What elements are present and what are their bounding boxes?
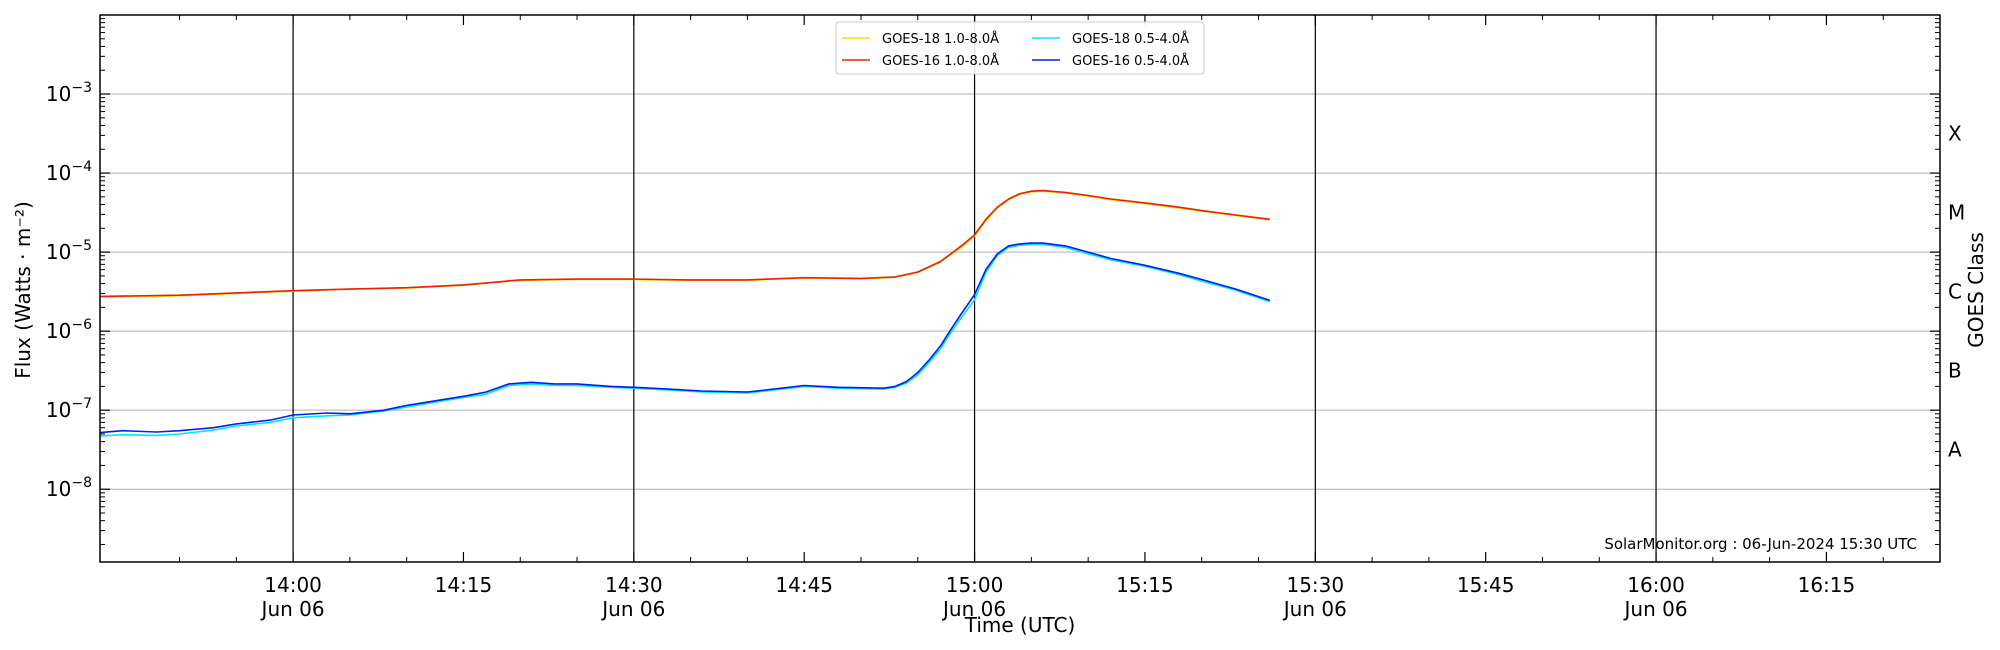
y-tick-exponent: −6: [71, 317, 92, 333]
x-axis-title: Time (UTC): [964, 613, 1076, 637]
goes-class-c: C: [1948, 280, 1962, 304]
y-tick-exponent: −8: [71, 475, 92, 491]
y-tick-label: 10−8: [46, 475, 92, 501]
y-tick-base: 10: [46, 319, 71, 343]
y-tick-base: 10: [46, 161, 71, 185]
goes-class-labels: A B C M X: [1948, 122, 1965, 462]
goes-class-b: B: [1948, 359, 1962, 383]
legend-label: GOES-16 0.5-4.0Å: [1072, 53, 1189, 69]
y-tick-base: 10: [46, 82, 71, 106]
x-tick-date: Jun 06: [600, 597, 665, 621]
x-tick-label: 15:15: [1116, 573, 1174, 597]
legend-label: GOES-18 0.5-4.0Å: [1072, 31, 1189, 47]
y-tick-label: 10−4: [46, 159, 92, 185]
x-tick-label: 16:15: [1798, 573, 1856, 597]
legend: GOES-18 1.0-8.0Å GOES-18 0.5-4.0Å GOES-16 …: [835, 21, 1205, 75]
grid-lines: [100, 93, 1940, 490]
y-tick-exponent: −4: [71, 159, 92, 175]
x-tick-label: 14:00: [264, 573, 322, 597]
x-tick-date: Jun 06: [260, 597, 325, 621]
y-tick-label: 10−6: [46, 317, 92, 343]
x-tick-label: 14:45: [775, 573, 833, 597]
y-axis-title: Flux (Watts · m⁻²): [11, 201, 35, 379]
plot-frame: [99, 14, 1941, 563]
credit-text: SolarMonitor.org : 06-Jun-2024 15:30 UTC: [1604, 535, 1917, 553]
flux-series: [99, 189, 1271, 437]
x-tick-date: Jun 06: [1282, 597, 1347, 621]
y-tick-label: 10−5: [46, 238, 92, 264]
right-axis-title: GOES Class: [1964, 232, 1988, 348]
goes-class-x: X: [1948, 122, 1962, 146]
legend-box: [835, 21, 1205, 75]
series-line-2: [99, 243, 1271, 437]
x-tick-label: 15:00: [946, 573, 1004, 597]
x-tick-label: 14:15: [435, 573, 493, 597]
x-tick-label: 16:00: [1627, 573, 1685, 597]
x-tick-date: Jun 06: [941, 597, 1006, 621]
goes-class-m: M: [1948, 201, 1965, 225]
y-tick-base: 10: [46, 398, 71, 422]
series-line-3: [99, 242, 1271, 434]
series-line-1: [99, 189, 1271, 298]
y-tick-exponent: −3: [71, 80, 92, 96]
x-tick-label: 15:45: [1457, 573, 1515, 597]
goes-class-a: A: [1948, 438, 1962, 462]
legend-label: GOES-16 1.0-8.0Å: [882, 53, 999, 69]
legend-label: GOES-18 1.0-8.0Å: [882, 31, 999, 47]
y-axis-ticks: 10−810−710−610−510−410−3: [46, 18, 1940, 545]
x-tick-date: Jun 06: [1623, 597, 1688, 621]
y-tick-base: 10: [46, 240, 71, 264]
x-tick-label: 15:30: [1286, 573, 1344, 597]
y-tick-base: 10: [46, 477, 71, 501]
x-tick-label: 14:30: [605, 573, 663, 597]
y-tick-exponent: −5: [71, 238, 92, 254]
y-tick-label: 10−3: [46, 80, 92, 106]
day-time-markers: [292, 15, 1657, 562]
y-tick-exponent: −7: [71, 396, 92, 412]
y-tick-label: 10−7: [46, 396, 92, 422]
